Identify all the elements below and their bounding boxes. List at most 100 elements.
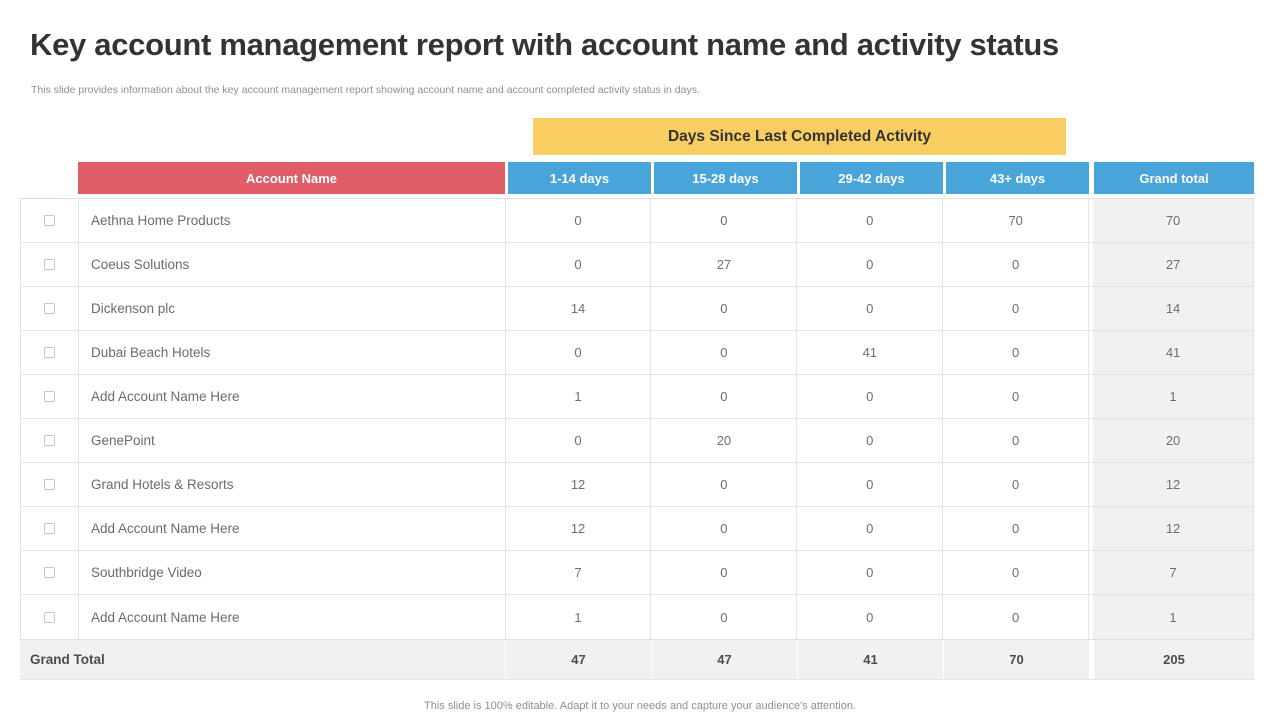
day-value-cell: 0 bbox=[943, 419, 1090, 462]
day-value-cell: 0 bbox=[797, 507, 944, 550]
grand-total-cell: 1 bbox=[1089, 595, 1253, 639]
day-value-cell: 0 bbox=[943, 287, 1090, 330]
day-value-cell: 0 bbox=[506, 243, 652, 286]
table-row: Coeus Solutions 0 27 0 0 27 bbox=[21, 243, 1253, 287]
grand-total-cell: 7 bbox=[1089, 551, 1253, 594]
grand-total-43-plus: 70 bbox=[943, 640, 1089, 679]
row-checkbox[interactable] bbox=[43, 215, 55, 226]
checkbox-cell bbox=[21, 463, 79, 506]
grand-total-label: Grand Total bbox=[30, 652, 105, 667]
day-value-cell: 0 bbox=[651, 507, 798, 550]
day-value-cell: 0 bbox=[943, 507, 1090, 550]
grand-total-cell: 27 bbox=[1089, 243, 1253, 286]
account-name-cell: Add Account Name Here bbox=[79, 507, 506, 550]
day-value-cell: 0 bbox=[797, 199, 944, 242]
grand-total-1-14: 47 bbox=[505, 640, 651, 679]
table-body: Aethna Home Products 0 0 0 70 70 Coeus S… bbox=[20, 198, 1254, 640]
row-checkbox[interactable] bbox=[43, 567, 55, 578]
row-checkbox[interactable] bbox=[43, 303, 55, 314]
grand-total-29-42: 41 bbox=[797, 640, 943, 679]
day-value-cell: 0 bbox=[506, 199, 652, 242]
table-row: Add Account Name Here 1 0 0 0 1 bbox=[21, 595, 1253, 639]
grand-total-cell: 12 bbox=[1089, 463, 1253, 506]
row-checkbox[interactable] bbox=[43, 611, 55, 623]
day-value-cell: 20 bbox=[651, 419, 798, 462]
day-value-cell: 0 bbox=[797, 595, 944, 639]
day-value-cell: 0 bbox=[797, 419, 944, 462]
checkbox-cell bbox=[21, 551, 79, 594]
grand-total-cell: 14 bbox=[1089, 287, 1253, 330]
day-value-cell: 12 bbox=[506, 463, 652, 506]
day-value-cell: 14 bbox=[506, 287, 652, 330]
day-value-cell: 27 bbox=[651, 243, 798, 286]
table-row: Aethna Home Products 0 0 0 70 70 bbox=[21, 199, 1253, 243]
day-value-cell: 0 bbox=[651, 375, 798, 418]
checkbox-cell bbox=[21, 375, 79, 418]
grand-total-cell: 70 bbox=[1089, 199, 1253, 242]
checkbox-cell bbox=[21, 419, 79, 462]
header-43-plus-days: 43+ days bbox=[943, 162, 1089, 194]
day-value-cell: 0 bbox=[943, 331, 1090, 374]
header-15-28-days: 15-28 days bbox=[651, 162, 797, 194]
day-value-cell: 0 bbox=[651, 287, 798, 330]
row-checkbox[interactable] bbox=[43, 259, 55, 270]
header-grand-total: Grand total bbox=[1089, 162, 1254, 194]
table-row: GenePoint 0 20 0 0 20 bbox=[21, 419, 1253, 463]
day-value-cell: 0 bbox=[797, 287, 944, 330]
account-name-cell: Add Account Name Here bbox=[79, 375, 506, 418]
account-name-cell: Dubai Beach Hotels bbox=[79, 331, 506, 374]
day-value-cell: 0 bbox=[943, 551, 1090, 594]
slide-subtitle: This slide provides information about th… bbox=[31, 84, 700, 96]
checkbox-cell bbox=[21, 199, 79, 242]
day-value-cell: 0 bbox=[506, 331, 652, 374]
header-1-14-days: 1-14 days bbox=[505, 162, 651, 194]
day-value-cell: 0 bbox=[943, 375, 1090, 418]
row-checkbox[interactable] bbox=[43, 479, 55, 490]
checkbox-cell bbox=[21, 287, 79, 330]
day-value-cell: 0 bbox=[797, 375, 944, 418]
day-value-cell: 0 bbox=[651, 551, 798, 594]
day-value-cell: 0 bbox=[943, 595, 1090, 639]
table-row: Add Account Name Here 1 0 0 0 1 bbox=[21, 375, 1253, 419]
day-value-cell: 0 bbox=[943, 243, 1090, 286]
checkbox-cell bbox=[21, 331, 79, 374]
day-value-cell: 0 bbox=[506, 419, 652, 462]
grand-total-row: Grand Total 47 47 41 70 205 bbox=[20, 640, 1254, 680]
day-value-cell: 0 bbox=[651, 331, 798, 374]
account-name-cell: GenePoint bbox=[79, 419, 506, 462]
day-value-cell: 0 bbox=[797, 243, 944, 286]
account-name-cell: Aethna Home Products bbox=[79, 199, 506, 242]
grand-total-cell: 41 bbox=[1089, 331, 1253, 374]
grand-total-overall: 205 bbox=[1089, 640, 1254, 679]
day-value-cell: 0 bbox=[651, 595, 798, 639]
table-row: Dubai Beach Hotels 0 0 41 0 41 bbox=[21, 331, 1253, 375]
row-checkbox[interactable] bbox=[43, 523, 55, 534]
editable-note: This slide is 100% editable. Adapt it to… bbox=[424, 700, 856, 712]
day-value-cell: 0 bbox=[651, 463, 798, 506]
header-29-42-days: 29-42 days bbox=[797, 162, 943, 194]
row-checkbox[interactable] bbox=[43, 391, 55, 402]
day-value-cell: 41 bbox=[797, 331, 944, 374]
row-checkbox[interactable] bbox=[43, 347, 55, 358]
checkbox-cell bbox=[21, 507, 79, 550]
checkbox-column-spacer bbox=[20, 162, 78, 194]
account-name-cell: Add Account Name Here bbox=[79, 595, 506, 639]
account-name-cell: Dickenson plc bbox=[79, 287, 506, 330]
table-row: Grand Hotels & Resorts 12 0 0 0 12 bbox=[21, 463, 1253, 507]
day-value-cell: 7 bbox=[506, 551, 652, 594]
day-value-cell: 0 bbox=[943, 463, 1090, 506]
row-checkbox[interactable] bbox=[43, 435, 55, 446]
table-row: Southbridge Video 7 0 0 0 7 bbox=[21, 551, 1253, 595]
checkbox-cell bbox=[21, 243, 79, 286]
day-value-cell: 0 bbox=[797, 551, 944, 594]
page-title: Key account management report with accou… bbox=[30, 27, 1059, 62]
checkbox-cell bbox=[21, 595, 79, 639]
grand-total-cell: 12 bbox=[1089, 507, 1253, 550]
table-header-row: Account Name 1-14 days 15-28 days 29-42 … bbox=[20, 162, 1254, 194]
grand-total-cell: 20 bbox=[1089, 419, 1253, 462]
grand-total-15-28: 47 bbox=[651, 640, 797, 679]
day-value-cell: 0 bbox=[797, 463, 944, 506]
account-name-cell: Grand Hotels & Resorts bbox=[79, 463, 506, 506]
day-value-cell: 70 bbox=[943, 199, 1090, 242]
account-report-table: Account Name 1-14 days 15-28 days 29-42 … bbox=[20, 162, 1254, 680]
